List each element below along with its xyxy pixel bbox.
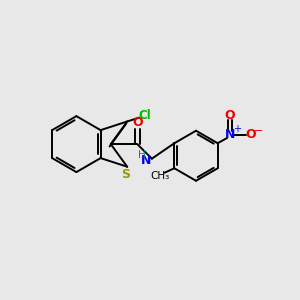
Text: S: S — [121, 169, 130, 182]
Text: +: + — [232, 124, 241, 134]
Text: CH₃: CH₃ — [150, 171, 169, 181]
Text: O: O — [245, 128, 256, 142]
Text: Cl: Cl — [139, 109, 151, 122]
Text: N: N — [141, 154, 152, 167]
Text: −: − — [254, 126, 263, 136]
Text: H: H — [138, 150, 146, 160]
Text: O: O — [132, 116, 142, 128]
Text: N: N — [225, 128, 235, 142]
Text: O: O — [225, 109, 236, 122]
